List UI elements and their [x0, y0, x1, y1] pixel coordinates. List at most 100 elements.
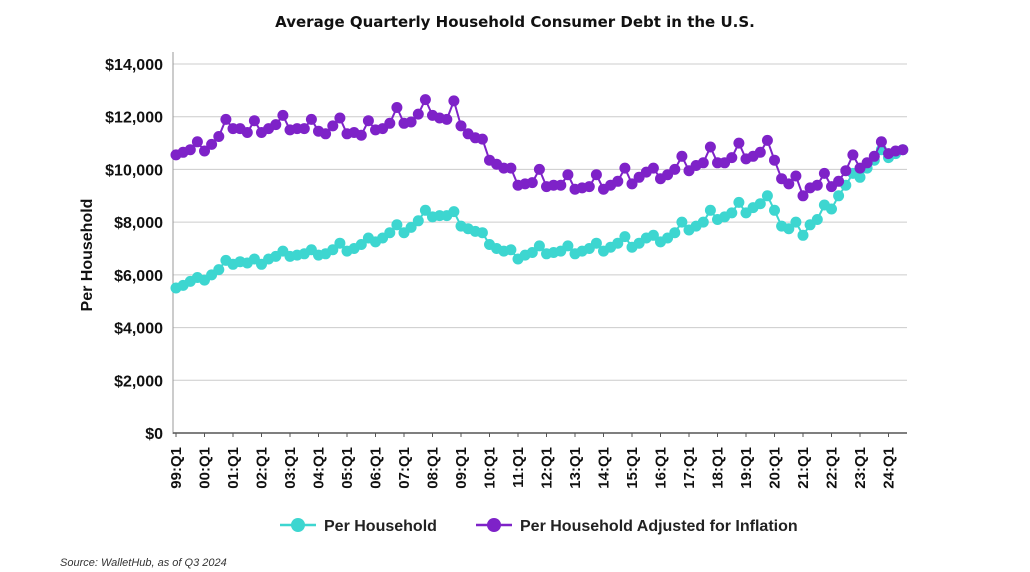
data-point [441, 113, 453, 125]
data-point [526, 247, 538, 258]
data-point [875, 136, 887, 148]
data-point [199, 145, 210, 157]
data-point [868, 150, 880, 162]
x-tick-label: 03:Q1 [282, 447, 299, 489]
y-tick-label: $4,000 [114, 321, 163, 338]
data-point [754, 146, 766, 158]
x-tick-label: 09:Q1 [453, 447, 470, 489]
data-point [412, 215, 424, 227]
data-point [526, 177, 538, 189]
data-point [327, 120, 339, 132]
data-point [811, 214, 823, 225]
data-point [647, 162, 659, 174]
data-point [704, 141, 716, 153]
x-tick-label: 18:Q1 [710, 447, 727, 489]
data-point [833, 190, 845, 202]
x-tick-label: 05:Q1 [339, 447, 356, 489]
data-point [840, 165, 852, 177]
data-point [676, 150, 688, 162]
x-tick-label: 00:Q1 [197, 447, 214, 489]
data-point [555, 179, 567, 191]
data-point [384, 227, 396, 239]
data-point [320, 128, 332, 140]
data-point [769, 204, 780, 216]
y-tick-label: $14,000 [105, 57, 163, 74]
data-point [562, 240, 574, 252]
data-point [533, 240, 545, 252]
data-point [206, 138, 218, 150]
legend-label: Per Household Adjusted for Inflation [520, 518, 798, 535]
data-point [448, 95, 460, 107]
x-tick-label: 24:Q1 [881, 447, 898, 489]
data-point [676, 216, 688, 228]
axes [172, 52, 907, 434]
data-point [733, 196, 745, 208]
data-point [305, 113, 317, 125]
data-point [277, 109, 289, 121]
data-point [476, 133, 488, 145]
data-point [790, 216, 802, 228]
source-note: Source: WalletHub, as of Q3 2024 [60, 557, 227, 569]
data-point [241, 127, 253, 138]
y-tick-label: $12,000 [105, 110, 163, 127]
data-point [270, 119, 282, 131]
data-point [412, 108, 424, 120]
data-point [355, 129, 367, 141]
x-tick-label: 01:Q1 [225, 447, 242, 489]
data-point [419, 94, 431, 106]
x-tick-label: 17:Q1 [681, 447, 698, 489]
data-point [619, 162, 631, 174]
data-point [647, 229, 659, 241]
legend-item: Per Household [280, 518, 437, 535]
y-tick-label: $6,000 [114, 268, 163, 285]
data-point [783, 223, 795, 235]
legend-swatch-marker [291, 518, 305, 532]
x-tick-label: 22:Q1 [824, 447, 841, 489]
data-point [626, 178, 638, 190]
series-layer [170, 94, 909, 294]
data-point [619, 231, 631, 243]
legend-item: Per Household Adjusted for Inflation [476, 518, 798, 535]
x-tick-label: 11:Q1 [510, 447, 527, 488]
data-point [818, 167, 830, 179]
data-point [790, 170, 802, 182]
x-tick-labels: 99:Q1 00:Q1 01:Q1 02:Q1 03:Q1 04:Q1 05:Q1 06:Q1… [168, 433, 898, 489]
legend: Per Household Per Household Adjusted for … [280, 518, 798, 535]
data-point [669, 163, 681, 175]
data-point [783, 178, 795, 190]
data-point [847, 149, 859, 161]
data-point [419, 204, 431, 216]
data-point [854, 171, 866, 183]
data-point [362, 115, 374, 127]
data-point [769, 154, 780, 166]
y-tick-label: $2,000 [114, 373, 163, 390]
x-tick-label: 07:Q1 [396, 447, 413, 489]
data-point [405, 221, 417, 233]
series-2 [170, 94, 909, 202]
x-tick-label: 13:Q1 [567, 447, 584, 489]
data-point [505, 244, 517, 256]
data-point [897, 144, 909, 156]
data-point [184, 144, 196, 156]
data-point [590, 237, 602, 249]
data-point [391, 219, 403, 231]
chart-title: Average Quarterly Household Consumer Deb… [275, 13, 755, 31]
data-point [334, 237, 346, 249]
x-tick-label: 20:Q1 [767, 447, 784, 489]
data-point [562, 169, 574, 181]
data-point [220, 113, 232, 125]
data-point [355, 239, 367, 250]
y-tick-label: $0 [145, 426, 163, 443]
data-point [733, 137, 745, 149]
x-tick-label: 02:Q1 [254, 447, 271, 489]
legend-swatch-marker [487, 518, 501, 532]
data-point [248, 115, 260, 127]
y-axis-label: Per Household [79, 199, 96, 312]
legend-label: Per Household [324, 518, 437, 535]
data-point [448, 206, 460, 218]
data-point [826, 203, 837, 215]
data-point [505, 162, 517, 174]
data-point [612, 237, 624, 249]
data-point [861, 157, 873, 169]
